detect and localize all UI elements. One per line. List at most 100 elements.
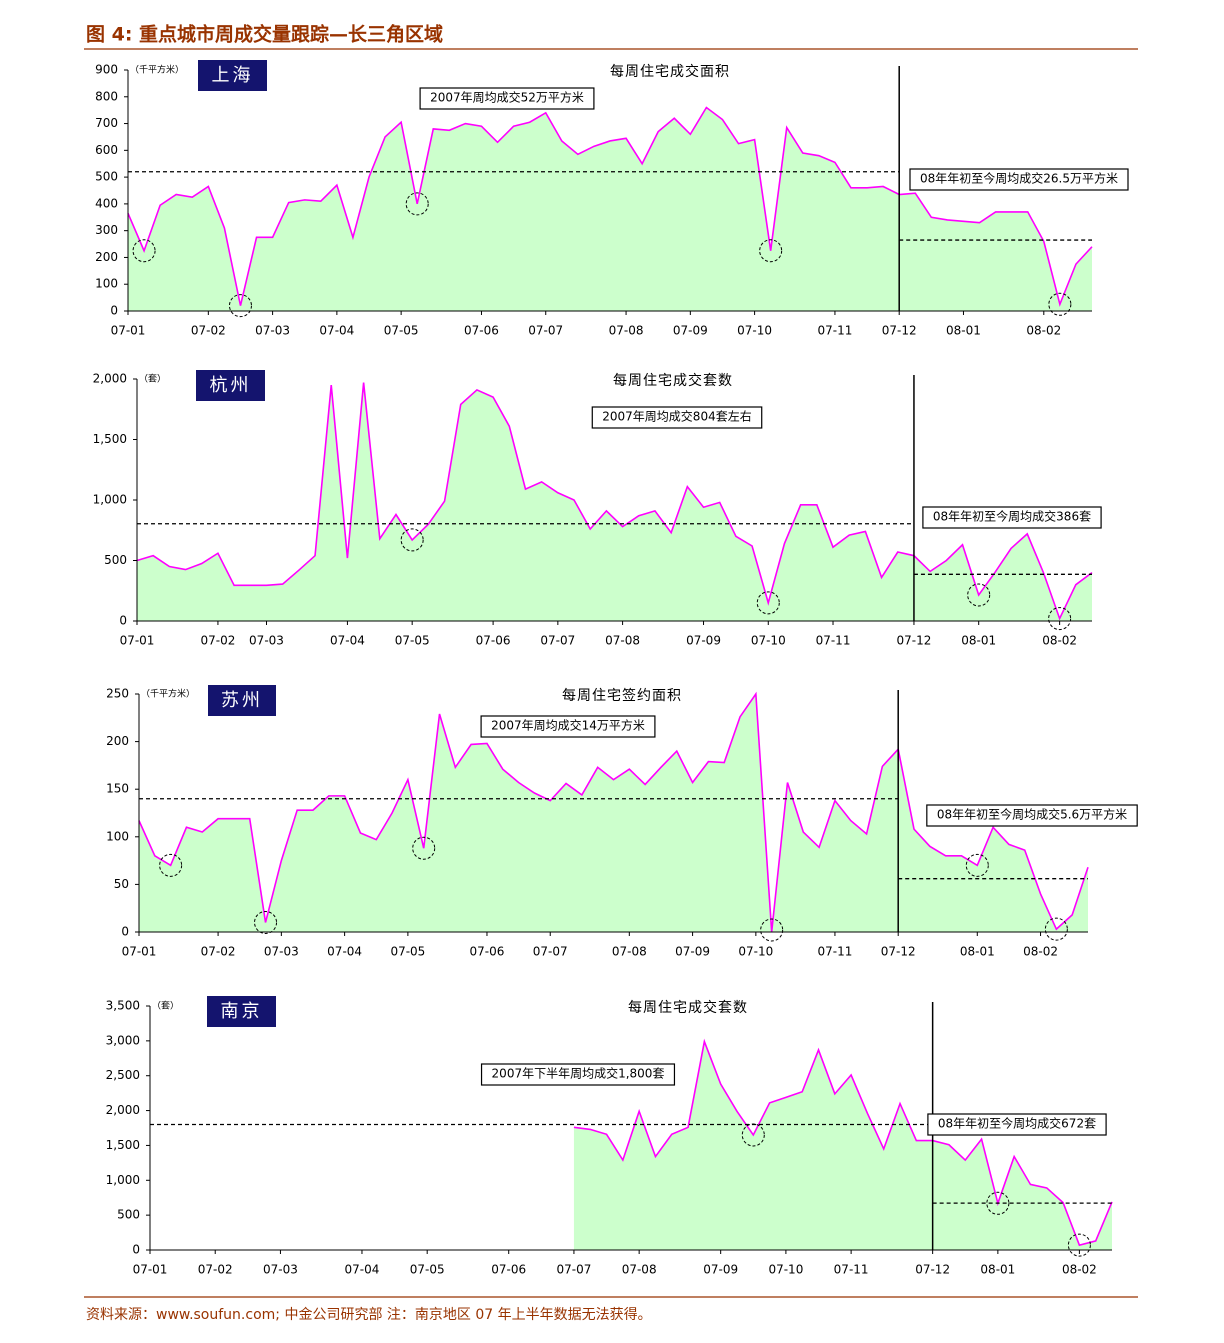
highlight-circle (986, 1191, 1010, 1215)
x-tick-label: 07-04 (319, 324, 354, 338)
y-tick-label: 500 (117, 1208, 140, 1222)
x-tick-label: 07-03 (255, 324, 290, 338)
highlight-circle (159, 853, 183, 877)
annotation: 2007年周均成交14万平方米 (491, 718, 645, 733)
x-tick-label: 07-08 (609, 324, 644, 338)
highlight-circle (132, 239, 156, 263)
x-tick-label: 08-02 (1023, 945, 1058, 959)
y-tick-label: 900 (95, 63, 118, 77)
x-tick-label: 07-06 (464, 324, 499, 338)
x-tick-label: 07-03 (264, 945, 299, 959)
x-tick-label: 08-02 (1062, 1263, 1097, 1277)
y-tick-label: 0 (121, 925, 129, 939)
x-tick-label: 07-05 (395, 634, 430, 648)
highlight-circle (1067, 1233, 1091, 1257)
city-badge (208, 685, 276, 716)
y-tick-label: 200 (95, 250, 118, 264)
y-tick-label: 3,000 (106, 1033, 140, 1047)
y-tick-label: 600 (95, 143, 118, 157)
area-fill (137, 382, 1092, 621)
y-tick-label: 0 (132, 1243, 140, 1257)
y-tick-label: 2,000 (93, 372, 127, 386)
x-tick-label: 07-10 (737, 324, 772, 338)
y-tick-label: 0 (119, 614, 127, 628)
highlight-circle (967, 583, 991, 607)
x-tick-label: 07-08 (605, 634, 640, 648)
city-name: 苏州 (221, 690, 263, 711)
x-tick-label: 07-03 (263, 1263, 298, 1277)
x-tick-label: 07-12 (881, 945, 916, 959)
x-tick-label: 07-10 (768, 1263, 803, 1277)
x-tick-label: 08-02 (1026, 324, 1061, 338)
x-tick-label: 08-01 (961, 634, 996, 648)
annotation-box (909, 168, 1129, 191)
y-tick-label: 800 (95, 89, 118, 103)
unit-label: （套） (152, 1000, 179, 1012)
x-tick-label: 07-01 (133, 1263, 168, 1277)
highlight-circle (254, 910, 278, 934)
unit-label: （千平方米） (141, 688, 195, 700)
x-tick-label: 07-08 (612, 945, 647, 959)
x-tick-label: 07-02 (201, 945, 236, 959)
x-tick-label: 07-01 (120, 634, 155, 648)
y-tick-label: 700 (95, 116, 118, 130)
y-tick-label: 2,500 (106, 1068, 140, 1082)
x-tick-label: 08-01 (946, 324, 981, 338)
annotation-box (922, 506, 1102, 529)
x-tick-label: 07-09 (703, 1263, 738, 1277)
x-tick-label: 07-03 (249, 634, 284, 648)
y-tick-label: 400 (95, 196, 118, 210)
highlight-circle (1048, 607, 1072, 631)
x-tick-label: 07-05 (390, 945, 425, 959)
city-badge (196, 370, 265, 401)
y-tick-label: 100 (95, 277, 118, 291)
city-badge (198, 60, 267, 91)
figure-title: 图 4: 重点城市周成交量跟踪—长三角区域 (86, 23, 443, 46)
y-tick-label: 200 (106, 734, 129, 748)
x-tick-label: 07-02 (198, 1263, 233, 1277)
x-tick-label: 07-09 (675, 945, 710, 959)
x-tick-label: 08-01 (980, 1263, 1015, 1277)
highlight-circle (412, 836, 436, 860)
annotation-box (591, 406, 763, 429)
chart-title: 每周住宅成交面积 (610, 63, 730, 80)
annotation: 2007年周均成交804套左右 (602, 409, 751, 424)
chart-title: 每周住宅成交套数 (628, 999, 748, 1016)
area-fill (139, 694, 1088, 932)
y-tick-label: 1,000 (106, 1173, 140, 1187)
x-tick-label: 08-01 (960, 945, 995, 959)
y-tick-label: 50 (114, 877, 129, 891)
annotation: 08年年初至今周均成交386套 (933, 509, 1091, 524)
annotation-box (480, 715, 656, 738)
x-tick-label: 07-07 (540, 634, 575, 648)
x-tick-label: 07-12 (882, 324, 917, 338)
area-line (138, 691, 1089, 933)
y-tick-label: 500 (104, 553, 127, 567)
x-tick-label: 07-11 (816, 634, 851, 648)
x-tick-label: 07-02 (191, 324, 226, 338)
city-name: 杭州 (210, 375, 252, 396)
x-tick-label: 07-04 (345, 1263, 380, 1277)
y-tick-label: 1,500 (106, 1138, 140, 1152)
area-line (127, 106, 1093, 307)
x-tick-label: 07-11 (817, 945, 852, 959)
highlight-circle (1044, 917, 1068, 941)
y-tick-label: 500 (95, 170, 118, 184)
highlight-circle (400, 528, 424, 552)
x-tick-label: 07-10 (751, 634, 786, 648)
x-tick-label: 07-09 (673, 324, 708, 338)
annotation: 08年年初至今周均成交672套 (938, 1116, 1096, 1131)
highlight-circle (741, 1123, 765, 1147)
source-note: 资料来源：www.soufun.com; 中金公司研究部 注：南京地区 07 年… (86, 1306, 652, 1323)
x-tick-label: 07-06 (470, 945, 505, 959)
x-tick-label: 07-04 (327, 945, 362, 959)
annotation-box (419, 87, 595, 110)
chart-title: 每周住宅签约面积 (562, 687, 682, 704)
highlight-circle (405, 192, 429, 216)
x-tick-label: 07-08 (622, 1263, 657, 1277)
y-tick-label: 250 (106, 687, 129, 701)
y-tick-label: 100 (106, 829, 129, 843)
annotation: 2007年下半年周均成交1,800套 (492, 1066, 665, 1081)
y-tick-label: 3,500 (106, 999, 140, 1013)
